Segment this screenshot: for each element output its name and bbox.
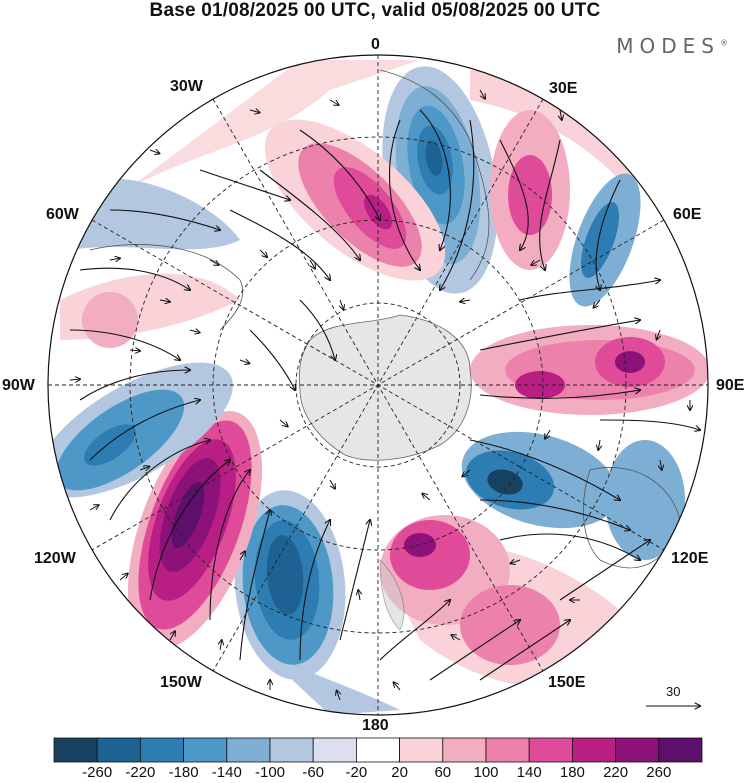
colorbar-swatch: [442, 737, 487, 763]
colorbar-tick-label: 260: [646, 764, 672, 781]
australia-outline: [583, 467, 681, 569]
modes-logo: MODES®: [616, 34, 728, 58]
antarctica-landmass: [298, 314, 472, 461]
map-title: Base 01/08/2025 00 UTC, valid 05/08/2025…: [149, 0, 601, 21]
lon-label-150w: 150W: [160, 674, 202, 691]
new-zealand-outline: [379, 559, 405, 631]
colorbar-swatch: [355, 737, 400, 763]
wind-vector-arrow: [220, 640, 222, 651]
colorbar-tick-label: -20: [345, 764, 368, 781]
wind-vector-arrow: [309, 259, 315, 269]
wind-vector-arrow: [340, 299, 343, 309]
wind-vector-arrow: [249, 110, 260, 113]
lon-label-0: 0: [371, 36, 380, 53]
wind-vector-arrow: [259, 249, 267, 257]
map-border: [47, 54, 709, 716]
colorbar-swatch: [183, 737, 228, 763]
wind-vector-arrow: [69, 379, 80, 380]
wind-vector-arrow: [422, 494, 431, 501]
lon-label-180: 180: [362, 717, 389, 734]
lon-label-120e: 120E: [671, 550, 709, 567]
wind-vector-arrow: [511, 560, 521, 563]
wind-vector-arrow: [337, 691, 340, 701]
colorbar-swatch: [96, 737, 141, 763]
colorbar-swatch: [226, 737, 271, 763]
wind-vector-arrow: [594, 299, 601, 308]
colorbar-swatch: [53, 737, 98, 763]
wind-vector-arrow: [139, 467, 149, 470]
lon-label-120w: 120W: [34, 550, 76, 567]
colorbar-tick-label: 220: [603, 764, 629, 781]
wind-vector-arrow: [462, 469, 471, 476]
colorbar-tick-label: -180: [168, 764, 199, 781]
wind-vector-arrow: [545, 429, 551, 439]
wind-vector-arrow: [239, 551, 245, 561]
colorbar-swatch: [572, 737, 617, 763]
colorbar-tick-label: -60: [302, 764, 325, 781]
wind-vector-arrow: [460, 300, 471, 302]
colorbar: [53, 737, 703, 763]
wind-vector-arrow: [129, 350, 140, 351]
colorbar-swatch: [658, 737, 703, 763]
wind-vector-arrow: [159, 300, 170, 302]
wind-vector-arrow: [631, 607, 641, 610]
colorbar-tick-label: 180: [559, 764, 585, 781]
lon-label-150e: 150E: [548, 674, 586, 691]
wind-vector-arrow: [329, 479, 335, 489]
wind-vector-arrow: [209, 259, 219, 265]
wind-vector-arrow: [479, 89, 485, 99]
wind-vector-arrow: [638, 159, 640, 170]
lon-label-60e: 60E: [673, 206, 702, 223]
colorbar-tick-label: -220: [125, 764, 156, 781]
wind-vector-arrow: [598, 439, 600, 450]
africa-outline: [379, 69, 490, 281]
colorbar-swatch: [399, 737, 444, 763]
lon-label-90e: 90E: [716, 377, 745, 394]
map-disc: [48, 55, 708, 715]
wind-vector-arrow: [451, 635, 461, 641]
colorbar-tick-label: 60: [434, 764, 452, 781]
colorbar-tick-label: 20: [391, 764, 408, 781]
colorbar-tick-label: 100: [473, 764, 499, 781]
colorbar-tick-label: -260: [82, 764, 113, 781]
wind-vector-arrow: [531, 259, 541, 265]
colorbar-swatch: [312, 737, 357, 763]
wind-vector-arrow: [169, 631, 175, 641]
colorbar-tick-label: 140: [516, 764, 542, 781]
lon-label-30e: 30E: [549, 80, 578, 97]
wind-vector-arrow: [109, 258, 120, 260]
colorbar-swatch: [269, 737, 314, 763]
wind-vector-arrow: [394, 682, 401, 691]
graticule: [48, 55, 708, 715]
wind-vector-arrow: [149, 150, 159, 153]
lon-label-90w: 90W: [2, 377, 35, 394]
colorbar-swatch: [615, 737, 660, 763]
wind-vector-arrow: [279, 419, 288, 426]
reference-vector-label: 30: [666, 684, 681, 699]
colorbar-swatch: [139, 737, 184, 763]
colorbar-swatch: [485, 737, 530, 763]
colorbar-tick-label: -100: [254, 764, 286, 781]
lon-label-60w: 60W: [46, 206, 79, 223]
wind-vector-arrow: [358, 590, 360, 601]
wind-vector-arrow: [560, 109, 562, 120]
streamlines: [69, 109, 700, 681]
wind-vector-arrow: [89, 505, 99, 511]
wind-vector-arrow: [657, 329, 660, 339]
wind-vector-arrow: [189, 330, 200, 333]
wind-vector-arrow: [239, 360, 249, 363]
wind-vector-arrow: [329, 99, 339, 105]
south-america-outline: [89, 244, 244, 331]
wind-vector-arrow: [119, 574, 128, 581]
colorbar-tick-label: -140: [211, 764, 242, 781]
lon-label-30w: 30W: [170, 78, 203, 95]
colorbar-swatch: [528, 737, 573, 763]
wind-vector-arrow: [660, 459, 662, 470]
wind-arrows: [69, 89, 690, 701]
